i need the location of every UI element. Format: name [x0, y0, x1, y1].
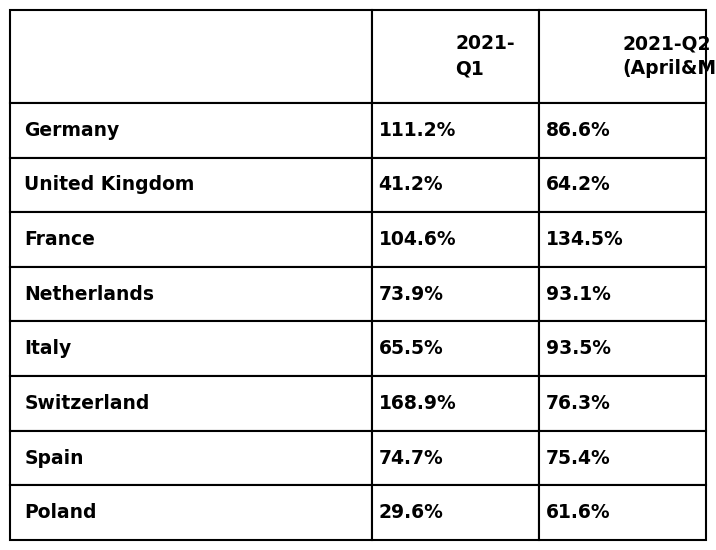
Text: 74.7%: 74.7%	[379, 449, 443, 468]
Bar	[372, 321, 539, 376]
Text: United Kingdom: United Kingdom	[24, 175, 195, 194]
Bar	[539, 431, 706, 485]
Text: 75.4%: 75.4%	[546, 449, 611, 468]
Bar	[539, 485, 706, 540]
Text: Poland: Poland	[24, 503, 97, 522]
Bar	[10, 431, 372, 485]
Text: 2021-Q2
(April&May): 2021-Q2 (April&May)	[622, 35, 716, 79]
Text: 64.2%: 64.2%	[546, 175, 611, 194]
Bar	[372, 103, 539, 157]
Bar	[10, 10, 372, 103]
Text: 29.6%: 29.6%	[379, 503, 443, 522]
Text: 61.6%: 61.6%	[546, 503, 610, 522]
Bar	[539, 103, 706, 157]
Bar	[10, 485, 372, 540]
Text: France: France	[24, 230, 95, 249]
Bar	[539, 10, 706, 103]
Bar	[10, 321, 372, 376]
Text: Spain: Spain	[24, 449, 84, 468]
Text: 2021-
Q1: 2021- Q1	[455, 35, 515, 79]
Text: 41.2%: 41.2%	[379, 175, 443, 194]
Text: 93.1%: 93.1%	[546, 284, 611, 304]
Bar	[539, 157, 706, 212]
Text: Germany: Germany	[24, 120, 120, 140]
Text: 76.3%: 76.3%	[546, 394, 611, 413]
Bar	[10, 212, 372, 267]
Bar	[372, 267, 539, 321]
Bar	[539, 376, 706, 431]
Bar	[539, 267, 706, 321]
Text: 111.2%: 111.2%	[379, 120, 456, 140]
Text: 86.6%: 86.6%	[546, 120, 611, 140]
Bar	[372, 431, 539, 485]
Text: 104.6%: 104.6%	[379, 230, 456, 249]
Text: 93.5%: 93.5%	[546, 339, 611, 358]
Text: 65.5%: 65.5%	[379, 339, 443, 358]
Text: Netherlands: Netherlands	[24, 284, 155, 304]
Bar	[372, 212, 539, 267]
Bar	[10, 267, 372, 321]
Bar	[372, 157, 539, 212]
Bar	[372, 376, 539, 431]
Text: 168.9%: 168.9%	[379, 394, 456, 413]
Text: Switzerland: Switzerland	[24, 394, 150, 413]
Bar	[372, 485, 539, 540]
Text: Italy: Italy	[24, 339, 72, 358]
Bar	[10, 376, 372, 431]
Text: 134.5%: 134.5%	[546, 230, 624, 249]
Text: 73.9%: 73.9%	[379, 284, 444, 304]
Bar	[10, 157, 372, 212]
Bar	[539, 212, 706, 267]
Bar	[10, 103, 372, 157]
Bar	[539, 321, 706, 376]
Bar	[372, 10, 539, 103]
